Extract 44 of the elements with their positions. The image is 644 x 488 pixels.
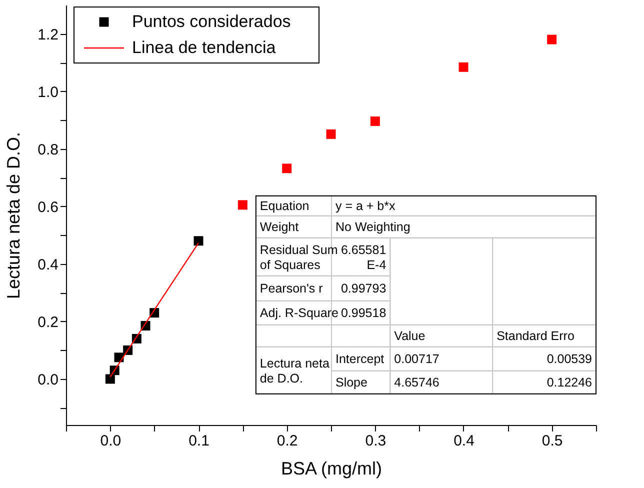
- annotation: 6.65581 E-4: [340, 242, 386, 272]
- x-tick-label: 0.2: [276, 432, 298, 450]
- annotation: 0.99793: [340, 281, 386, 296]
- point: [105, 374, 115, 384]
- y-tick-label: 0.8: [38, 141, 58, 158]
- y-tick-label: 0.6: [38, 198, 58, 216]
- annotation: 4.65746: [394, 375, 440, 390]
- point: [458, 62, 468, 72]
- legend-label: Puntos considerados: [132, 12, 291, 31]
- point: [194, 236, 204, 246]
- y-tick-label: 0.2: [38, 314, 58, 331]
- point: [282, 164, 292, 174]
- y-tick-label: 1.0: [38, 84, 58, 101]
- y-tick-label: 0.4: [38, 256, 58, 274]
- annotation: Intercept: [335, 352, 385, 366]
- x-tick-label: 0.3: [365, 432, 386, 450]
- x-axis-title: BSA (mg/ml): [280, 458, 382, 478]
- point: [238, 200, 248, 210]
- point: [370, 116, 380, 126]
- annotation: Residual Sum of Squares: [260, 242, 338, 272]
- annotation: Value: [394, 328, 426, 343]
- x-tick-label: 0.1: [188, 432, 210, 450]
- annotation: No Weighting: [335, 220, 410, 234]
- annotation: Slope: [335, 375, 368, 390]
- annotation: 0.00539: [546, 352, 592, 366]
- x-tick-label: 0.4: [454, 432, 474, 450]
- point: [326, 129, 336, 139]
- annotation: Equation: [260, 198, 310, 213]
- y-axis-title: Lectura neta de D.O.: [4, 132, 24, 300]
- point: [547, 34, 557, 44]
- annotation: 0.12246: [546, 375, 592, 390]
- x-tick-label: 0.0: [100, 432, 122, 450]
- y-tick-label: 1.2: [38, 26, 58, 44]
- y-tick-label: 0.0: [38, 371, 58, 388]
- annotation: 0.99518: [340, 306, 386, 320]
- annotation: y = a + b*x: [335, 198, 396, 213]
- x-tick-label: 0.5: [542, 432, 563, 450]
- annotation: 0.00717: [394, 352, 440, 366]
- annotation: Lectura neta de D.O.: [260, 356, 330, 386]
- annotation: Adj. R-Square: [260, 306, 338, 320]
- annotation: Pearson's r: [260, 281, 323, 296]
- annotation: Standard Erro: [496, 328, 574, 343]
- annotation: Weight: [260, 220, 300, 234]
- legend-label: Linea de tendencia: [132, 38, 276, 57]
